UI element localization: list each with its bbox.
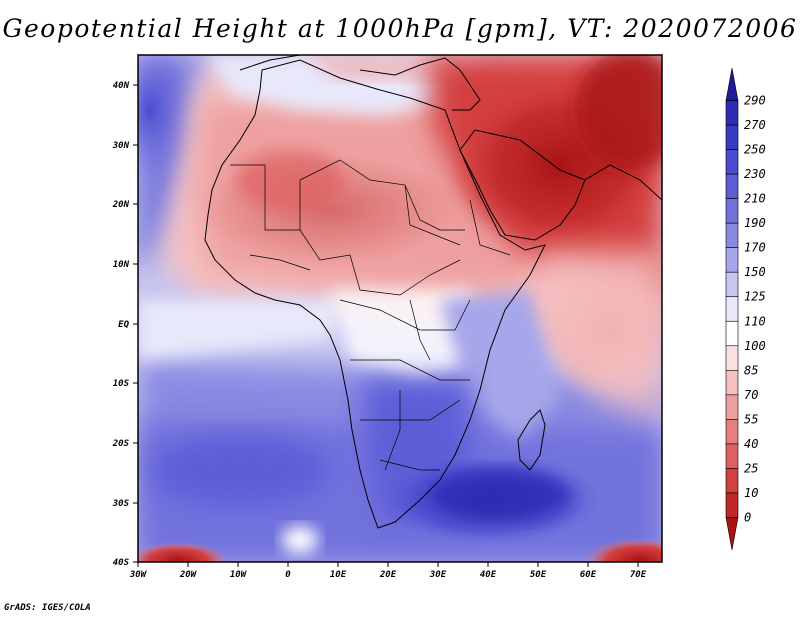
colorbar-swatch <box>725 173 739 199</box>
lat-label: 20S <box>112 439 130 449</box>
colorbar-level-label: 25 <box>744 461 758 475</box>
colorbar-swatch <box>725 419 739 445</box>
europe-coastline <box>239 55 481 111</box>
africa-coastline <box>204 59 546 529</box>
arabia-coastline <box>459 129 586 241</box>
colorbar-level-label: 210 <box>744 192 766 206</box>
lon-label: 70E <box>630 570 647 580</box>
colorbar-swatch <box>725 468 739 494</box>
colorbar-swatch <box>725 149 739 175</box>
colorbar-level-label: 230 <box>744 167 766 181</box>
colorbar-swatch <box>725 345 739 371</box>
lon-label: 40E <box>480 570 497 580</box>
colorbar: 2902702502302101901701501251101008570554… <box>725 67 766 551</box>
lat-label: 40S <box>113 558 130 568</box>
colorbar-level-label: 190 <box>744 216 766 230</box>
lon-label: 30W <box>129 570 148 580</box>
lon-label: 0 <box>285 570 291 580</box>
colorbar-level-label: 55 <box>744 412 758 426</box>
lat-label: 10N <box>113 260 130 270</box>
colorbar-level-label: 85 <box>744 363 758 377</box>
colorbar-swatch <box>725 247 739 273</box>
lon-label: 20W <box>179 570 198 580</box>
lat-label: 30N <box>112 141 130 151</box>
colorbar-swatch <box>725 271 739 298</box>
coastlines <box>204 55 662 529</box>
colorbar-swatch <box>725 370 739 396</box>
colorbar-level-label: 100 <box>744 339 766 353</box>
colorbar-level-label: 110 <box>744 314 766 328</box>
colorbar-swatch <box>725 492 739 518</box>
lon-label: 30E <box>429 570 447 580</box>
colorbar-level-label: 125 <box>744 290 766 304</box>
colorbar-level-label: 40 <box>744 437 758 451</box>
colorbar-swatch <box>725 124 739 150</box>
colorbar-level-label: 170 <box>744 241 766 255</box>
grads-credit: GrADS: IGES/COLA <box>4 603 91 613</box>
colorbar-level-label: 290 <box>744 94 766 108</box>
colorbar-swatch <box>725 67 739 101</box>
lon-label: 20E <box>379 570 397 580</box>
colorbar-level-label: 10 <box>744 486 758 500</box>
lon-label: 50E <box>530 570 547 580</box>
asia-coastline <box>584 164 662 201</box>
colorbar-level-label: 150 <box>744 265 766 279</box>
colorbar-level-label: 250 <box>744 143 766 157</box>
colorbar-swatch <box>725 100 739 126</box>
map-title: Geopotential Height at 1000hPa [gpm], VT… <box>2 14 798 43</box>
map-frame <box>137 54 663 563</box>
lat-label: 40N <box>113 81 130 91</box>
colorbar-level-label: 270 <box>744 118 766 132</box>
axis-ticks <box>133 84 639 567</box>
colorbar-swatch <box>725 222 739 248</box>
madagascar-coastline <box>517 409 546 471</box>
geopotential-field <box>138 55 662 562</box>
country-borders <box>230 159 511 471</box>
lon-label: 60E <box>580 570 597 580</box>
lat-label: 30S <box>112 499 130 509</box>
lon-label: 10W <box>230 570 248 580</box>
colorbar-swatch <box>725 198 739 224</box>
latitude-labels: 40N 30N 20N 10N EQ 10S 20S 30S 40S <box>112 81 130 568</box>
colorbar-swatch <box>725 394 739 420</box>
lat-label: 20N <box>112 200 130 210</box>
colorbar-level-label: 0 <box>744 510 751 524</box>
colorbar-swatch <box>725 443 739 469</box>
colorbar-level-label: 70 <box>744 388 758 402</box>
lat-label: EQ <box>118 320 129 330</box>
colorbar-swatch <box>725 320 739 347</box>
lon-label: 10E <box>330 570 347 580</box>
colorbar-swatch <box>725 517 739 551</box>
longitude-labels: 30W 20W 10W 0 10E 20E 30E 40E 50E 60E 70… <box>129 570 647 580</box>
colorbar-swatch <box>725 296 739 322</box>
lat-label: 10S <box>113 379 130 389</box>
